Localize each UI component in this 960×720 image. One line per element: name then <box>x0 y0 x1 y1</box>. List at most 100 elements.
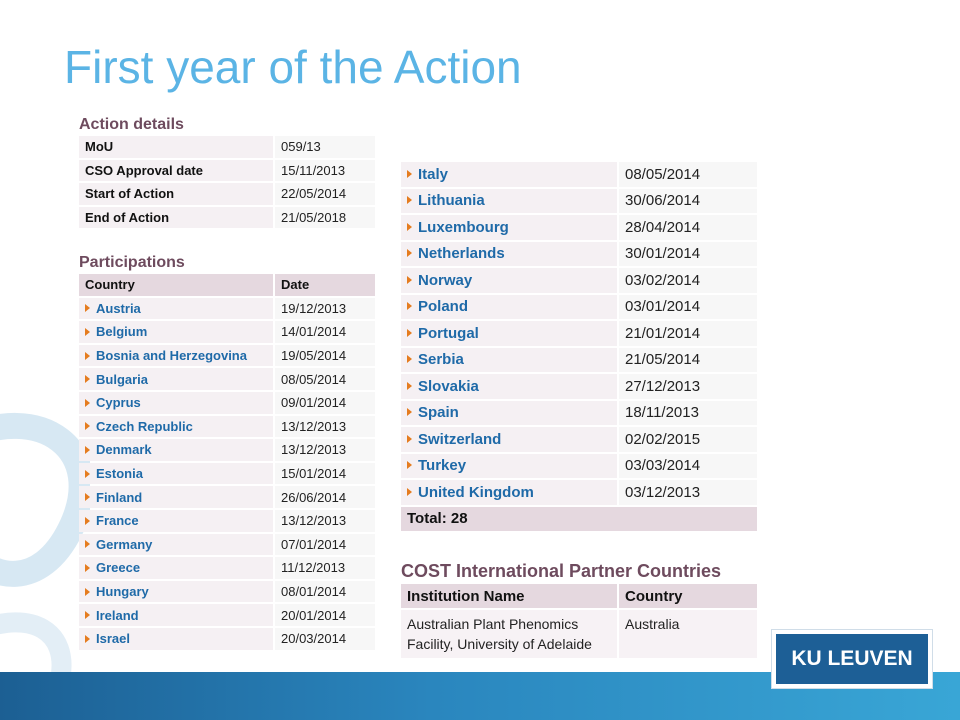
date-cell: 21/05/2014 <box>619 347 757 372</box>
partner-countries-heading: COST International Partner Countries <box>401 561 722 581</box>
mou-label: MoU <box>79 136 273 158</box>
expand-arrow-icon <box>85 516 90 525</box>
table-row: United Kingdom 03/12/2013 <box>401 480 757 505</box>
institution-name-line-1: Australian Plant Phenomics <box>407 616 579 632</box>
total-count: Total: 28 <box>401 506 757 531</box>
table-row: Ireland 20/01/2014 <box>79 604 375 626</box>
slide-title: First year of the Action <box>64 41 522 93</box>
country-link[interactable]: Luxembourg <box>418 218 509 236</box>
date-cell: 26/06/2014 <box>275 486 375 508</box>
table-row: Belgium 14/01/2014 <box>79 321 375 343</box>
country-link[interactable]: Czech Republic <box>96 418 193 434</box>
expand-arrow-icon <box>407 196 412 205</box>
country-link[interactable]: Greece <box>96 560 141 576</box>
table-row: Poland 03/01/2014 <box>401 294 757 319</box>
date-cell: 18/11/2013 <box>619 400 757 425</box>
expand-arrow-icon <box>407 275 412 284</box>
expand-arrow-icon <box>407 355 412 364</box>
date-cell: 03/02/2014 <box>619 268 757 293</box>
country-link[interactable]: Spain <box>418 404 459 422</box>
country-link[interactable]: Lithuania <box>418 192 485 210</box>
action-details-heading: Action details <box>79 116 184 133</box>
action-details-table: MoU 059/13 CSO Approval date 15/11/2013 … <box>77 134 377 230</box>
country-link[interactable]: Portugal <box>418 324 479 342</box>
table-row: MoU 059/13 <box>79 136 375 158</box>
end-of-action-label: End of Action <box>79 206 273 229</box>
table-row: Spain 18/11/2013 <box>401 400 757 425</box>
country-link[interactable]: Italy <box>418 165 449 183</box>
country-link[interactable]: Denmark <box>96 442 152 458</box>
date-cell: 15/01/2014 <box>275 462 375 485</box>
expand-arrow-icon <box>85 469 90 478</box>
table-row: Lithuania 30/06/2014 <box>401 188 757 213</box>
date-cell: 07/01/2014 <box>275 533 375 556</box>
country-link[interactable]: Serbia <box>418 351 464 369</box>
table-row: Slovakia 27/12/2013 <box>401 374 757 399</box>
country-link[interactable]: Bosnia and Herzegovina <box>96 348 247 364</box>
table-row: Czech Republic 13/12/2013 <box>79 415 375 438</box>
expand-arrow-icon <box>407 434 412 443</box>
country-link[interactable]: Poland <box>418 298 469 316</box>
table-row: Portugal 21/01/2014 <box>401 321 757 346</box>
start-of-action-value: 22/05/2014 <box>275 183 375 205</box>
end-of-action-value: 21/05/2018 <box>275 206 375 229</box>
background-swirl-decoration <box>0 412 90 680</box>
date-column-header: Date <box>275 274 375 296</box>
country-link[interactable]: Estonia <box>96 466 143 482</box>
table-row: Finland 26/06/2014 <box>79 486 375 508</box>
country-link[interactable]: Norway <box>418 271 473 289</box>
expand-arrow-icon <box>407 169 412 178</box>
date-cell: 13/12/2013 <box>275 415 375 438</box>
ku-leuven-logo: KU LEUVEN <box>772 630 932 688</box>
country-link[interactable]: Cyprus <box>96 395 141 411</box>
expand-arrow-icon <box>85 540 90 549</box>
country-link[interactable]: Switzerland <box>418 430 502 448</box>
expand-arrow-icon <box>85 398 90 407</box>
table-row: Estonia 15/01/2014 <box>79 462 375 485</box>
date-cell: 13/12/2013 <box>275 509 375 532</box>
country-link[interactable]: Israel <box>96 631 130 647</box>
expand-arrow-icon <box>85 611 90 620</box>
date-cell: 03/01/2014 <box>619 294 757 319</box>
expand-arrow-icon <box>85 422 90 431</box>
country-link[interactable]: Netherlands <box>418 245 505 263</box>
partner-countries-table: Institution Name Country Australian Plan… <box>399 582 759 660</box>
table-row: Bulgaria 08/05/2014 <box>79 368 375 390</box>
date-cell: 27/12/2013 <box>619 374 757 399</box>
country-link[interactable]: Finland <box>96 489 143 505</box>
table-row: France 13/12/2013 <box>79 509 375 532</box>
country-link[interactable]: Bulgaria <box>96 371 149 387</box>
country-link[interactable]: Hungary <box>96 584 149 600</box>
country-link[interactable]: Slovakia <box>418 377 479 395</box>
table-row: Cyprus 09/01/2014 <box>79 391 375 414</box>
expand-arrow-icon <box>407 408 412 417</box>
country-link[interactable]: France <box>96 513 139 529</box>
table-row: Hungary 08/01/2014 <box>79 580 375 603</box>
table-total-row: Total: 28 <box>401 506 757 531</box>
table-row: Turkey 03/03/2014 <box>401 453 757 478</box>
expand-arrow-icon <box>85 328 90 337</box>
date-cell: 08/05/2014 <box>619 162 757 187</box>
expand-arrow-icon <box>85 375 90 384</box>
table-row: Germany 07/01/2014 <box>79 533 375 556</box>
country-link[interactable]: United Kingdom <box>418 483 534 501</box>
date-cell: 21/01/2014 <box>619 321 757 346</box>
country-link[interactable]: Germany <box>96 536 153 552</box>
expand-arrow-icon <box>85 351 90 360</box>
cso-approval-label: CSO Approval date <box>79 159 273 182</box>
expand-arrow-icon <box>407 487 412 496</box>
table-row: End of Action 21/05/2018 <box>79 206 375 229</box>
partner-country-column-header: Country <box>619 584 757 608</box>
participations-heading: Participations <box>79 254 185 271</box>
start-of-action-label: Start of Action <box>79 183 273 205</box>
country-link[interactable]: Turkey <box>418 457 467 475</box>
institution-name-line-2: Facility, University of Adelaide <box>407 636 592 652</box>
country-link[interactable]: Austria <box>96 300 141 316</box>
table-row: Bosnia and Herzegovina 19/05/2014 <box>79 344 375 367</box>
expand-arrow-icon <box>407 461 412 470</box>
table-row: CSO Approval date 15/11/2013 <box>79 159 375 182</box>
country-link[interactable]: Ireland <box>96 607 139 623</box>
table-row: Italy 08/05/2014 <box>401 162 757 187</box>
table-row: Greece 11/12/2013 <box>79 557 375 579</box>
country-link[interactable]: Belgium <box>96 324 148 340</box>
